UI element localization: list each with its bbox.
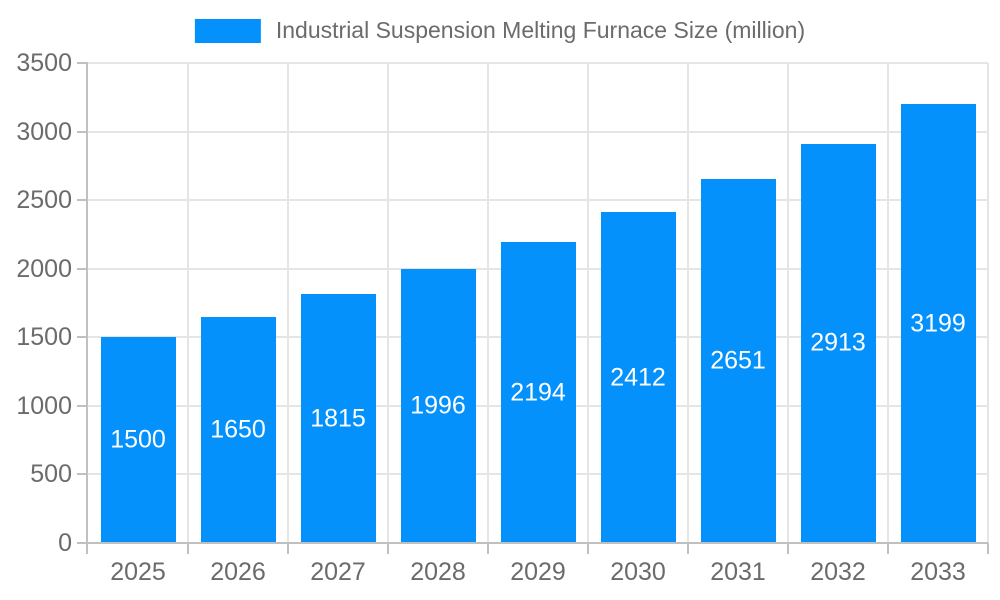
y-axis-tick: [77, 62, 88, 64]
gridline-horizontal: [88, 62, 988, 64]
x-axis-tick: [687, 543, 689, 554]
x-axis-tick: [987, 543, 989, 554]
bar-value-label: 3199: [910, 309, 966, 338]
bar-2027[interactable]: 1815: [300, 294, 376, 543]
bar-2026[interactable]: 1650: [200, 316, 276, 543]
bar-2033[interactable]: 3199: [900, 104, 976, 543]
x-axis-line: [77, 542, 988, 544]
x-axis-tick: [587, 543, 589, 554]
x-axis-tick: [487, 543, 489, 554]
x-axis-tick-label: 2025: [110, 558, 166, 586]
bar-value-label: 1500: [110, 425, 166, 454]
gridline-vertical: [487, 63, 489, 543]
y-axis-tick: [77, 199, 88, 202]
gridline-vertical: [287, 63, 289, 543]
bar-2028[interactable]: 1996: [400, 269, 476, 543]
bar-value-label: 2194: [510, 378, 566, 407]
y-axis-tick-label: 3000: [16, 117, 72, 146]
bar-value-label: 1815: [310, 404, 366, 433]
gridline-vertical: [587, 63, 589, 543]
x-axis-tick-label: 2032: [810, 558, 866, 586]
gridline-horizontal: [88, 199, 988, 202]
x-axis-tick-label: 2026: [210, 558, 266, 586]
x-axis-tick-label: 2033: [910, 558, 966, 586]
y-axis-tick: [77, 473, 88, 476]
y-axis-tick: [77, 404, 88, 407]
y-axis-tick: [77, 267, 88, 270]
x-axis-tick: [787, 543, 789, 554]
bar-2029[interactable]: 2194: [500, 242, 576, 543]
y-axis-tick: [77, 130, 88, 133]
bar-2031[interactable]: 2651: [700, 179, 776, 543]
gridline-vertical: [887, 63, 889, 543]
y-axis-tick-label: 2500: [16, 186, 72, 215]
x-axis-tick: [287, 543, 289, 554]
y-axis-tick: [77, 336, 88, 339]
bar-value-label: 1996: [410, 391, 466, 420]
x-axis-tick: [387, 543, 389, 554]
x-axis-tick-label: 2031: [710, 558, 766, 586]
gridline-vertical: [687, 63, 689, 543]
gridline-vertical: [987, 63, 989, 543]
bar-2030[interactable]: 2412: [600, 212, 676, 543]
x-axis-tick-label: 2028: [410, 558, 466, 586]
bar-value-label: 2412: [610, 363, 666, 392]
y-axis-tick-label: 2000: [16, 254, 72, 283]
bar-value-label: 2651: [710, 346, 766, 375]
bar-value-label: 2913: [810, 328, 866, 357]
y-axis-tick-label: 1000: [16, 391, 72, 420]
legend[interactable]: Industrial Suspension Melting Furnace Si…: [194, 17, 806, 44]
x-axis-tick-label: 2029: [510, 558, 566, 586]
gridline-horizontal: [88, 130, 988, 133]
bar-2025[interactable]: 1500: [100, 337, 176, 543]
y-axis-tick-label: 3500: [16, 49, 72, 77]
gridline-vertical: [387, 63, 389, 543]
gridline-vertical: [787, 63, 789, 543]
bar-2032[interactable]: 2913: [800, 143, 876, 543]
x-axis-tick-label: 2027: [310, 558, 366, 586]
bar-value-label: 1650: [210, 415, 266, 444]
gridline-vertical: [187, 63, 189, 543]
x-axis-tick: [887, 543, 889, 554]
legend-swatch: [194, 18, 261, 43]
y-axis-line: [86, 63, 88, 554]
legend-label: Industrial Suspension Melting Furnace Si…: [275, 17, 806, 43]
y-axis-tick-label: 1500: [16, 323, 72, 352]
y-axis-tick-label: 0: [58, 529, 72, 557]
x-axis-tick: [187, 543, 189, 554]
x-axis-tick-label: 2030: [610, 558, 666, 586]
y-axis-tick-label: 500: [30, 460, 72, 489]
